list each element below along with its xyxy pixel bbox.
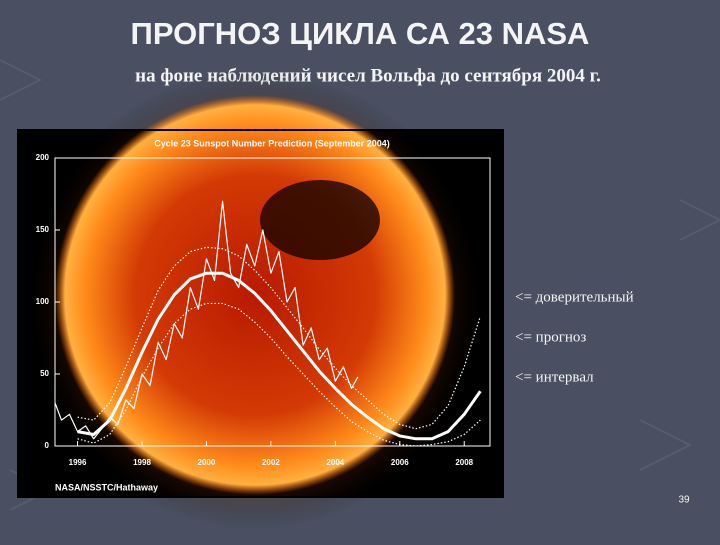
x-tick-label: 2002 xyxy=(262,458,280,467)
coronal-hole xyxy=(260,180,380,260)
x-tick-label: 2000 xyxy=(198,458,216,467)
y-tick-label: 50 xyxy=(40,369,49,378)
image-border xyxy=(17,129,504,498)
x-tick-label: 2004 xyxy=(326,458,344,467)
series-line xyxy=(77,271,482,441)
slide-title: ПРОГНОЗ ЦИКЛА СА 23 NASA xyxy=(131,16,590,51)
y-tick-label: 100 xyxy=(36,297,50,306)
annotation: <= интервал xyxy=(515,369,594,385)
y-tick-label: 150 xyxy=(36,225,50,234)
x-tick-label: 2006 xyxy=(391,458,409,467)
series-line xyxy=(77,246,481,430)
series-line xyxy=(77,302,481,447)
y-tick-label: 0 xyxy=(45,441,50,450)
page-number: 39 xyxy=(678,495,690,506)
background-pattern xyxy=(0,59,720,511)
x-tick-label: 1996 xyxy=(69,458,87,467)
annotation: <= доверительный xyxy=(515,289,634,305)
annotation: <= прогноз xyxy=(515,329,586,345)
x-tick-label: 2008 xyxy=(455,458,473,467)
chart-source: NASA/NSSTC/Hathaway xyxy=(55,482,158,492)
y-tick-label: 200 xyxy=(36,153,50,162)
chart-title: Cycle 23 Sunspot Number Prediction (Sept… xyxy=(154,138,390,148)
x-tick-label: 1998 xyxy=(133,458,151,467)
